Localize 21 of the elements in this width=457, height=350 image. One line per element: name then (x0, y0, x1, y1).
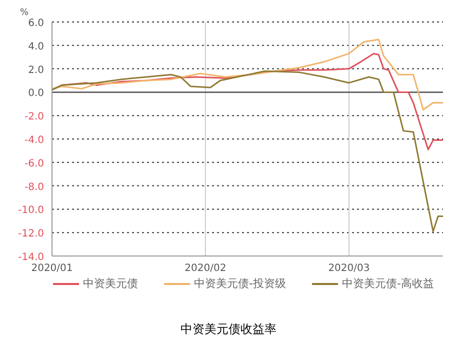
y-tick-label: 6.0 (28, 18, 44, 29)
y-tick-label: 0.0 (28, 88, 44, 100)
y-tick-label: -6.0 (24, 158, 44, 170)
y-tick-label: -2.0 (24, 112, 44, 123)
x-tick-label: 2020/02 (184, 263, 226, 274)
text: 中资美元债收益率 (180, 321, 278, 338)
line-series (52, 38, 443, 110)
y-tick-label: -10.0 (18, 205, 44, 216)
line-series (52, 70, 443, 232)
y-tick-label: 2.0 (28, 64, 44, 76)
y-tick-label: -4.0 (24, 135, 44, 146)
y-tick-label: -8.0 (24, 182, 44, 193)
y-axis-title: % (20, 8, 29, 18)
x-tick-label: 2020/01 (31, 263, 73, 274)
x-tick-label: 2020/03 (328, 263, 370, 274)
y-tick-label: 4.0 (28, 41, 44, 52)
legend-label: 中资美元债-高收益 (342, 276, 434, 291)
legend-label: 中资美元债 (83, 276, 138, 291)
legend-label: 中资美元债-投资级 (194, 276, 286, 291)
y-tick-label: -12.0 (18, 228, 44, 240)
y-tick-label: -14.0 (18, 252, 44, 263)
